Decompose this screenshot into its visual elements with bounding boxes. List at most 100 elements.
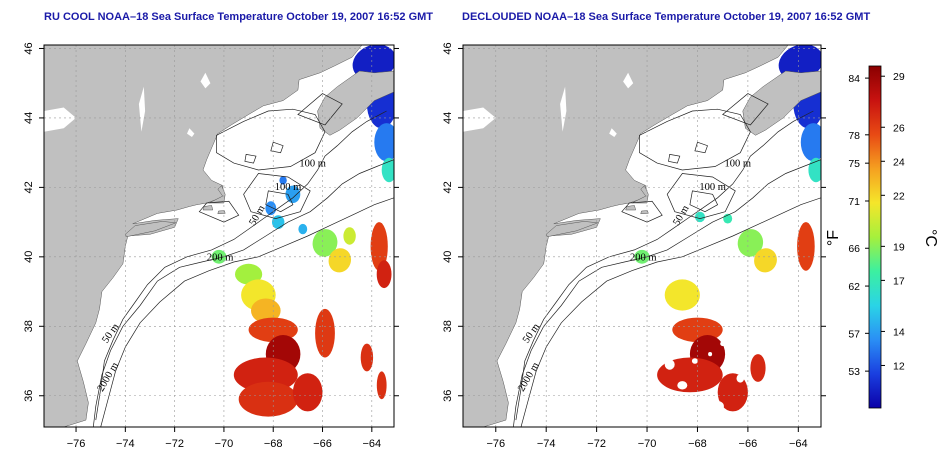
lon-tick-label: −68 <box>688 438 707 450</box>
fahrenheit-unit-label: °F <box>825 230 842 246</box>
celsius-tick-label: 22 <box>893 190 905 202</box>
fahrenheit-tick-label: 84 <box>848 73 860 85</box>
cloud-mask-gap <box>691 358 698 364</box>
fahrenheit-tick-label: 78 <box>848 130 860 142</box>
lat-tick-label: 44 <box>442 112 454 124</box>
landmass <box>625 205 637 211</box>
land-right <box>463 45 821 427</box>
lake <box>560 86 567 132</box>
gridlines-right <box>463 45 821 427</box>
celsius-tick-label: 17 <box>893 275 905 287</box>
sst-patch <box>717 373 748 412</box>
depth-contour <box>694 141 708 154</box>
lat-tick-label: 44 <box>23 112 35 124</box>
fahrenheit-tick-label: 62 <box>848 281 860 293</box>
depth-contour <box>515 110 814 421</box>
depth-contour <box>722 93 769 126</box>
landmass <box>44 45 363 427</box>
depth-contour <box>689 190 719 213</box>
gridlines-left <box>44 45 394 427</box>
cloud-mask-gap <box>677 381 688 390</box>
fahrenheit-tick-label: 66 <box>848 243 860 255</box>
lake <box>609 128 617 137</box>
lake <box>623 72 634 89</box>
map-frame-left <box>43 44 395 428</box>
landmass <box>208 185 226 204</box>
depth-contour <box>297 93 343 126</box>
lon-tick-label: −66 <box>739 438 758 450</box>
sst-patch <box>292 373 323 412</box>
axes-left: −76 −74 −72 −70 −68 −66 −64 36 38 40 42 44 46 <box>23 42 399 450</box>
fahrenheit-tick-label: 57 <box>848 328 860 340</box>
land-left <box>44 45 394 427</box>
sst-patch <box>634 249 650 264</box>
lon-tick-label: −72 <box>165 438 184 450</box>
lat-tick-label: 42 <box>23 181 35 193</box>
celsius-tick-label: 26 <box>893 122 905 134</box>
celsius-tick-label: 29 <box>893 71 905 83</box>
depth-contour <box>668 153 681 164</box>
lon-tick-label: −70 <box>638 438 657 450</box>
sst-patch <box>312 229 338 257</box>
depth-contour <box>639 108 751 171</box>
lon-tick-label: −76 <box>486 438 505 450</box>
sst-patch <box>315 308 335 358</box>
sst-patch <box>272 215 285 230</box>
depth-contour <box>265 190 294 213</box>
lon-tick-label: −66 <box>313 438 332 450</box>
lon-tick-label: −74 <box>537 438 556 450</box>
cloud-mask-gap <box>711 401 724 412</box>
lake <box>138 86 146 132</box>
sst-patch <box>279 176 287 185</box>
landmass <box>640 210 649 215</box>
left-map-title: RU COOL NOAA–18 Sea Surface Temperature … <box>44 11 434 23</box>
sst-patch <box>376 260 392 289</box>
depth-contour <box>621 200 663 223</box>
lat-tick-label: 40 <box>442 251 454 263</box>
sst-patch <box>737 229 764 257</box>
sst-patch <box>328 248 352 273</box>
sst-patch <box>343 227 356 245</box>
lake <box>187 128 195 137</box>
cloud-mask-gap <box>708 352 713 357</box>
colorbar-scale <box>868 65 882 409</box>
lon-tick-label: −76 <box>67 438 86 450</box>
depth-contour <box>198 200 240 223</box>
landmass <box>631 185 649 204</box>
depth-label: 100 m <box>275 182 302 193</box>
sst-layer-left <box>211 45 394 417</box>
landmass <box>124 221 176 237</box>
landmass <box>463 45 789 427</box>
celsius-tick-label: 12 <box>893 360 905 372</box>
landmass <box>317 70 394 136</box>
landmass <box>742 70 821 136</box>
lake <box>200 72 211 89</box>
depth-label: 100 m <box>699 182 726 193</box>
colorbar: 29 26 24 22 19 17 14 12 84 78 75 71 66 62 57 53 °F °C <box>825 65 939 409</box>
celsius-tick-label: 14 <box>893 326 905 338</box>
lat-tick-label: 40 <box>23 251 35 263</box>
depth-label: 200 m <box>630 252 657 263</box>
depth-contour <box>520 197 821 427</box>
depth-contour <box>95 110 387 421</box>
sst-patch <box>376 371 387 400</box>
sst-patch <box>664 279 700 311</box>
depth-contour <box>244 153 257 164</box>
lake <box>463 107 496 132</box>
lat-tick-label: 42 <box>442 181 454 193</box>
depth-contour <box>666 173 736 219</box>
sst-patch <box>233 357 298 393</box>
sst-patch <box>298 223 308 235</box>
lon-tick-label: −74 <box>116 438 135 450</box>
lon-tick-label: −72 <box>587 438 606 450</box>
lat-tick-label: 36 <box>23 390 35 402</box>
landmass <box>202 205 214 211</box>
map-frame-right <box>462 44 822 428</box>
sst-patch <box>235 263 263 285</box>
lat-tick-label: 46 <box>23 42 35 54</box>
lon-tick-label: −64 <box>789 438 808 450</box>
sst-patch <box>800 123 821 162</box>
fahrenheit-tick-label: 71 <box>848 196 860 208</box>
